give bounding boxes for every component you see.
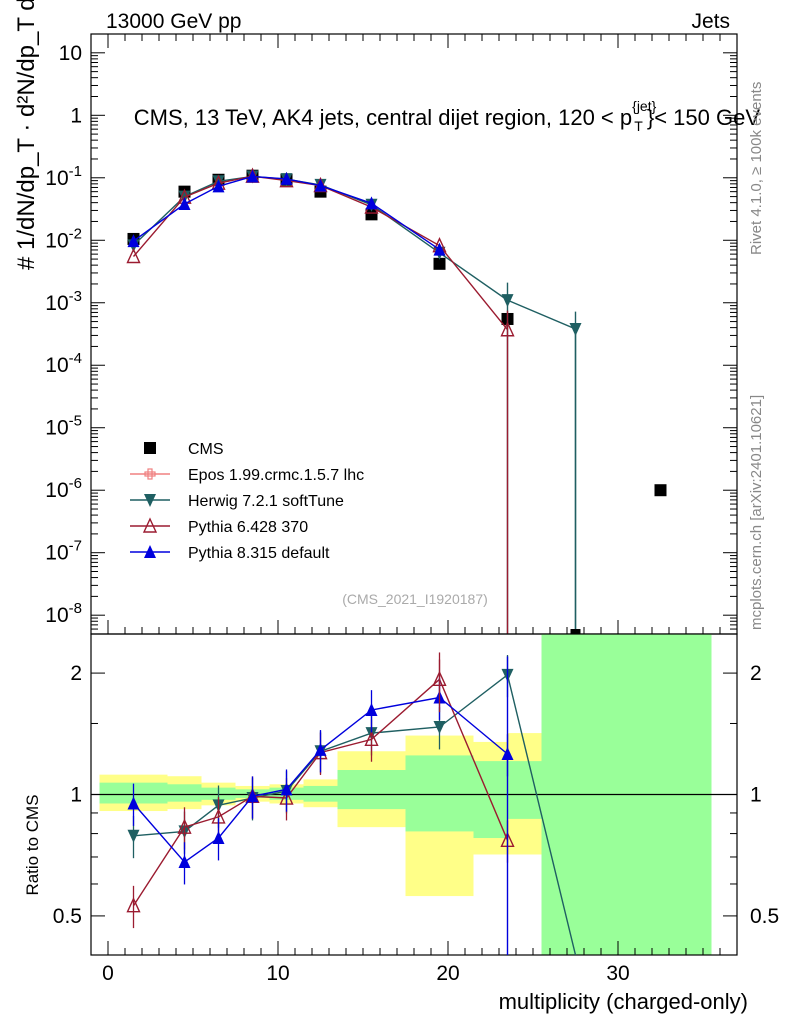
y-label-text: # 1/dN/dp_T · d²N/dp_T dλ [13,0,40,270]
uncertainty-band-inner [337,770,406,810]
x-tick-label: 20 [436,962,459,985]
legend: CMS Epos 1.99.crmc.1.5.7 lhc Herwig 7.2.1 … [130,441,364,562]
data-point [178,197,191,211]
ratio-line [133,673,577,956]
ratio-y-tick-label: 0.5 [53,905,82,928]
data-point [127,234,140,248]
y-tick-label: 10-1 [45,163,82,190]
y-tick-label: 10-5 [45,413,82,440]
data-point [654,484,667,497]
main-title: CMS, 13 TeV, AK4 jets, central dijet reg… [134,98,761,134]
y-tick-label: 10-4 [45,350,82,377]
y-tick-label: 10-3 [45,288,82,315]
x-axis-label: multiplicity (charged-only) [499,989,748,1014]
ratio-point [127,796,140,810]
uncertainty-band-inner [507,761,542,819]
uncertainty-band-inner [167,784,202,802]
main-y-label: # 1/dN/dp_T · d²N/dp_T dλ [13,0,40,270]
ratio-y-tick-label: 1 [70,784,82,807]
y-tick-label: 10-6 [45,475,82,502]
series-line [133,175,440,251]
series-line [133,175,577,634]
data-point [280,171,293,185]
uncertainty-band-inner [303,785,338,802]
x-tick-label: 0 [102,962,114,985]
data-point [433,242,446,256]
ratio-point [178,855,191,869]
ratio-point [126,897,141,913]
legend-marker [144,545,156,558]
header-left: 13000 GeV pp [106,10,241,33]
y-tick-label: 10-7 [45,538,82,565]
legend-label: Herwig 7.2.1 softTune [188,493,344,510]
legend-label: Epos 1.99.crmc.1.5.7 lhc [188,467,364,484]
ratio-plot: 0.5 0.51 12 20 10 20 30 [53,633,779,985]
legend-entry: CMS [144,441,224,458]
legend-entry: Pythia 6.428 370 [130,517,308,536]
legend-marker [144,442,156,454]
ratio-y-tick-label: 2 [70,662,82,685]
ratio-point [212,831,225,845]
y-tick-label: 10-8 [45,600,82,627]
y-tick-label: 10-2 [45,225,82,252]
data-point [246,169,259,183]
legend-entry: Herwig 7.2.1 softTune [130,493,344,510]
data-point [365,196,378,210]
legend-marker [142,517,158,533]
data-point [433,257,446,270]
data-point [365,208,378,221]
legend-entry: Pythia 8.315 default [130,545,330,562]
legend-label: Pythia 6.428 370 [188,519,308,536]
ratio-y-label: Ratio to CMS [23,794,42,895]
series-pythia-8-315-default [127,169,446,256]
data-point [126,247,141,264]
rivet-label: Rivet 4.1.0, ≥ 100k events [748,82,765,255]
uncertainty-band-inner [405,755,474,832]
main-plot: 10 1 10-1 10-2 10-3 10-4 10-5 10-6 10-7 10-8 [45,33,738,635]
y-tick-label: 10 [59,42,82,65]
y-tick-label: 1 [70,104,82,127]
series-herwig-7-2-1-softtune [127,170,582,634]
ratio-point [177,818,192,834]
legend-label: CMS [188,441,224,458]
ratio-y-tick-label: 1 [750,784,762,807]
ratio-y-tick-label: 0.5 [750,905,779,928]
x-tick-label: 10 [266,962,289,985]
series-line [132,175,509,331]
x-tick-label: 30 [606,962,629,985]
mcplots-label: mcplots.cern.ch [arXiv:2401.10621] [748,395,765,630]
ratio-y-tick-label: 2 [750,662,762,685]
data-point [314,178,327,192]
ratio-point [246,789,259,803]
header-right: Jets [691,10,730,33]
offscale-marker [570,629,581,634]
data-point [212,179,225,193]
ratio-point [127,829,140,843]
ratio-point [314,742,327,756]
ratio-point [280,782,293,796]
ratio-point [365,702,378,716]
legend-marker [144,494,156,507]
legend-marker [144,468,156,480]
legend-label: Pythia 8.315 default [188,545,330,562]
analysis-id: (CMS_2021_I1920187) [342,591,488,607]
ratio-point [433,721,446,735]
legend-entry: Epos 1.99.crmc.1.5.7 lhc [130,467,364,484]
ratio-point [364,730,379,747]
